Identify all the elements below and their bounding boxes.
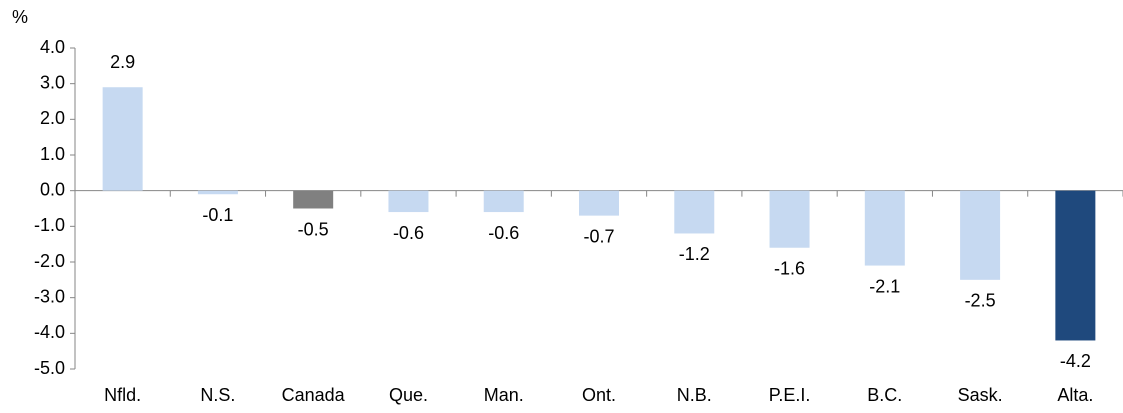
y-unit-label: %	[12, 7, 28, 27]
y-tick-label: -4.0	[34, 322, 65, 342]
x-tick-label: B.C.	[867, 385, 902, 405]
x-tick-label: P.E.I.	[769, 385, 811, 405]
data-label: -1.2	[679, 244, 710, 264]
x-tick-label: Man.	[484, 385, 524, 405]
bar	[960, 190, 1001, 280]
x-tick-label: Canada	[282, 385, 346, 405]
bar	[769, 190, 810, 248]
data-label: -1.6	[774, 258, 805, 278]
data-label: -0.7	[583, 226, 614, 246]
data-label: -0.6	[488, 223, 519, 243]
bar	[579, 190, 619, 216]
y-tick-label: -2.0	[34, 251, 65, 271]
x-tick-label: Alta.	[1057, 385, 1093, 405]
data-label: -2.5	[965, 291, 996, 311]
data-label: -0.6	[393, 223, 424, 243]
y-tick-label: 1.0	[40, 144, 65, 164]
y-tick-label: 0.0	[40, 179, 65, 199]
y-tick-label: -5.0	[34, 358, 65, 378]
y-tick-label: 4.0	[40, 37, 65, 57]
bar	[483, 190, 524, 213]
data-label: -2.1	[869, 276, 900, 296]
x-tick-label: N.S.	[200, 385, 235, 405]
x-tick-label: Nfld.	[104, 385, 141, 405]
x-tick-label: Que.	[389, 385, 428, 405]
data-label: 2.9	[110, 52, 135, 72]
x-tick-label: Sask.	[958, 385, 1003, 405]
x-tick-label: Ont.	[582, 385, 616, 405]
y-tick-label: -1.0	[34, 215, 65, 235]
bar	[102, 87, 143, 191]
bar	[864, 190, 905, 266]
y-tick-label: 2.0	[40, 108, 65, 128]
y-tick-label: -3.0	[34, 286, 65, 306]
bar	[1055, 190, 1096, 341]
bar	[674, 190, 715, 234]
y-tick-label: 3.0	[40, 72, 65, 92]
data-label: -0.5	[298, 219, 329, 239]
bar	[388, 190, 429, 213]
data-label: -0.1	[202, 205, 233, 225]
x-tick-label: N.B.	[677, 385, 712, 405]
data-label: -4.2	[1060, 351, 1091, 371]
bar	[197, 190, 238, 195]
bar	[293, 190, 334, 209]
